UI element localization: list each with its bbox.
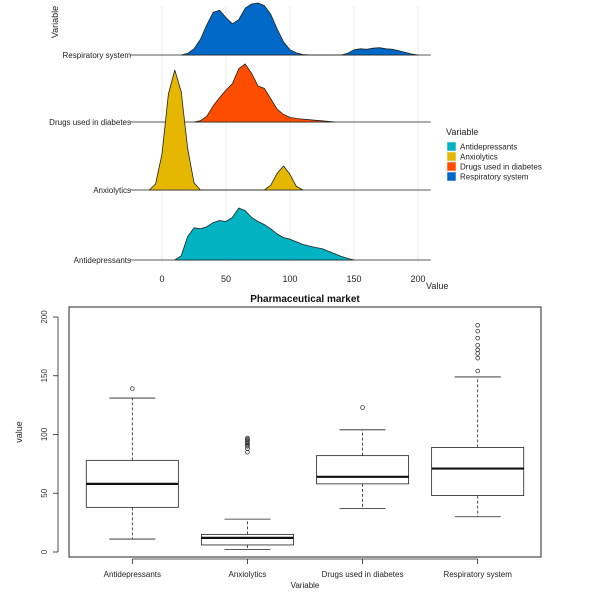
y-tick-label: Respiratory system <box>63 51 132 60</box>
box-respiratory-system <box>431 447 525 496</box>
legend-title: Variable <box>446 127 478 137</box>
y-tick-label: 200 <box>40 310 49 324</box>
ridge-anxiolytics <box>148 69 304 191</box>
x-axis-title: Value <box>426 281 448 291</box>
legend-label-antidepressants: Antidepressants <box>460 143 517 152</box>
y-tick-label: Anxiolytics <box>93 186 131 195</box>
outlier-point <box>130 386 135 391</box>
y-tick-label: 50 <box>40 488 49 497</box>
plot-frame <box>68 306 542 558</box>
outlier-point <box>475 322 480 328</box>
x-axis-title: Variable <box>291 581 320 590</box>
ridge-respiratory-system <box>180 2 419 56</box>
legend-label-anxiolytics: Anxiolytics <box>460 153 498 162</box>
box-drugs-used-in-diabetes <box>316 455 410 485</box>
legend-swatch-antidepressants <box>446 141 457 152</box>
box-anxiolytics <box>200 533 294 546</box>
outlier-point <box>360 405 365 410</box>
x-tick-label: 100 <box>282 274 297 284</box>
ridge-antidepressants <box>174 207 355 261</box>
y-tick-label: 150 <box>40 369 49 383</box>
x-tick-label: Anxiolytics <box>229 570 267 579</box>
legend-swatch-anxiolytics <box>446 151 457 162</box>
y-axis-title: value <box>14 421 24 443</box>
outlier-point <box>475 368 480 374</box>
y-tick-label: Antidepressants <box>74 256 131 265</box>
legend-label-respiratory-system: Respiratory system <box>460 173 529 182</box>
x-tick-label: Drugs used in diabetes <box>322 570 404 579</box>
x-tick-label: Respiratory system <box>443 570 512 579</box>
legend-label-drugs-used-in-diabetes: Drugs used in diabetes <box>460 163 542 172</box>
x-tick-label: 200 <box>410 274 425 284</box>
x-tick-label: 0 <box>159 274 164 284</box>
y-axis-title: Variable <box>50 6 60 38</box>
y-tick-label: 0 <box>40 549 49 554</box>
legend-swatch-drugs-used-in-diabetes <box>446 161 457 172</box>
legend-swatch-respiratory-system <box>446 171 457 182</box>
x-tick-label: 50 <box>221 274 231 284</box>
y-tick-label: 100 <box>40 427 49 441</box>
chart-title: Pharmaceutical market <box>250 294 360 305</box>
outlier-point <box>475 347 480 353</box>
x-tick-label: Antidepressants <box>104 570 161 579</box>
y-tick-label: Drugs used in diabetes <box>49 118 131 127</box>
ridge-drugs-used-in-diabetes <box>193 63 336 123</box>
outlier-point <box>245 435 250 441</box>
outlier-point <box>475 335 480 341</box>
x-tick-label: 150 <box>346 274 361 284</box>
outlier-point <box>475 328 480 334</box>
outlier-point <box>475 342 480 348</box>
outlier-point <box>475 355 480 361</box>
